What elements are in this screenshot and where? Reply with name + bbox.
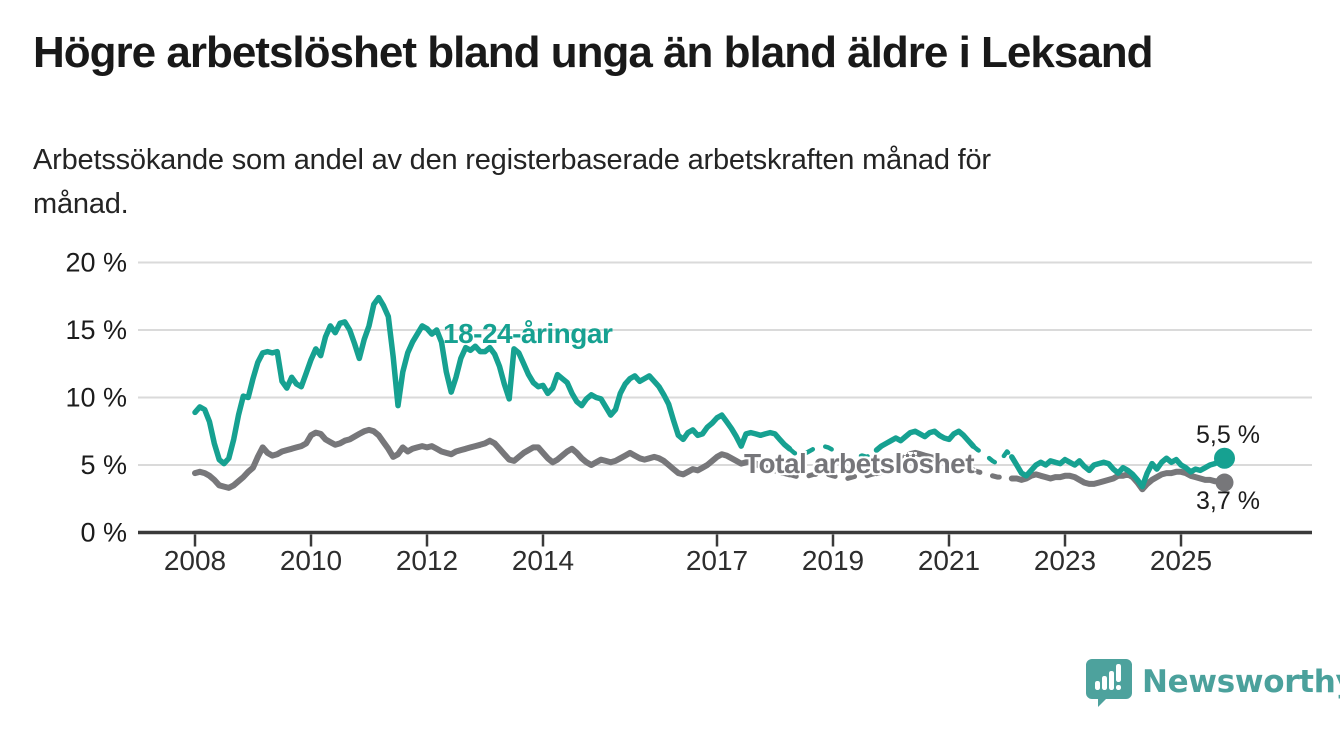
y-axis-label: 15 %: [65, 315, 127, 345]
series-line-total: [970, 467, 1015, 481]
series-line-total: [873, 449, 977, 477]
newsworthy-logo-bars-icon: [1086, 659, 1132, 707]
x-axis-label: 2019: [802, 545, 864, 576]
chart-subtitle-line1: Arbetssökande som andel av den registerb…: [33, 144, 991, 176]
x-axis-label: 2012: [396, 545, 458, 576]
end-value-label-total: 3,7 %: [1196, 487, 1260, 515]
series-line-young: [787, 443, 879, 462]
x-axis-label: 2010: [280, 545, 342, 576]
series-line-young: [970, 443, 1015, 466]
y-axis-label: 5 %: [80, 450, 127, 480]
x-axis-label: 2025: [1150, 545, 1212, 576]
x-axis-label: 2008: [164, 545, 226, 576]
series-line-total: [192, 426, 793, 491]
series-line-young: [873, 428, 976, 453]
series-line-young: [192, 294, 793, 467]
series-label-young: 18-24-åringar: [443, 318, 613, 349]
newsworthy-logo: Newsworthy: [1086, 657, 1340, 707]
x-axis-label: 2014: [512, 545, 574, 576]
end-dot-total: [1215, 473, 1234, 492]
newsworthy-logo-text: Newsworthy: [1142, 664, 1340, 700]
x-axis-label: 2023: [1034, 545, 1096, 576]
chart-subtitle-line2: månad.: [33, 188, 129, 221]
x-axis-label: 2021: [918, 545, 980, 576]
y-axis-label: 0 %: [80, 518, 127, 548]
series-line-total: [787, 470, 879, 481]
chart-title: Högre arbetslöshet bland unga än bland ä…: [33, 28, 1154, 77]
y-axis-label: 10 %: [65, 383, 127, 413]
end-dot-young: [1214, 447, 1235, 469]
x-axis-label: 2017: [686, 545, 748, 576]
end-value-label-young: 5,5 %: [1196, 421, 1260, 449]
series-line-young: [1009, 454, 1228, 490]
series-label-total: Total arbetslöshet: [744, 448, 975, 479]
y-axis-label: 20 %: [65, 248, 127, 278]
chart-subtitle: Arbetssökande som andel av den registerb…: [33, 138, 1243, 226]
